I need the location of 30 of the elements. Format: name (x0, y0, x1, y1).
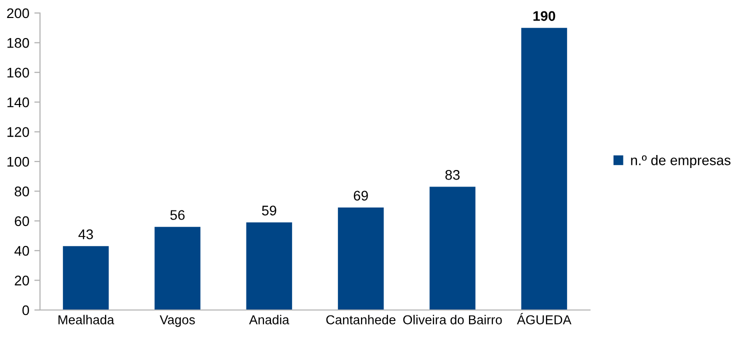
x-tick-label: ÁGUEDA (516, 313, 572, 324)
y-tick-label: 60 (14, 216, 30, 226)
x-tick-label: Oliveira do Bairro (403, 314, 502, 324)
data-label: 43 (78, 229, 93, 240)
bar (430, 186, 476, 310)
y-tick-label: 40 (14, 246, 30, 256)
y-tick-label: 180 (7, 38, 30, 48)
y-tick-label: 20 (14, 276, 30, 286)
y-tick-label: 160 (7, 68, 30, 78)
bar (246, 222, 292, 310)
bar (521, 28, 568, 310)
bar (62, 246, 109, 310)
data-label: 69 (354, 190, 368, 201)
data-label: 83 (445, 170, 460, 180)
data-label: 59 (262, 206, 276, 216)
data-label: 56 (170, 210, 185, 220)
x-tick-label: Mealhada (58, 314, 114, 324)
legend-label: n.º de empresas (631, 155, 730, 168)
y-tick-label: 120 (7, 127, 30, 137)
y-tick-label: 0 (22, 305, 30, 316)
y-tick-label: 200 (7, 8, 30, 18)
bar (154, 226, 200, 310)
x-tick-label: Vagos (160, 315, 195, 327)
x-tick-label: Anadia (249, 314, 290, 324)
data-label: 190 (533, 11, 556, 21)
bar (338, 208, 384, 310)
x-tick-label: Cantanhede (326, 314, 396, 324)
y-tick-label: 140 (7, 97, 30, 108)
y-tick-label: 100 (7, 156, 30, 167)
y-tick-label: 80 (14, 186, 30, 196)
